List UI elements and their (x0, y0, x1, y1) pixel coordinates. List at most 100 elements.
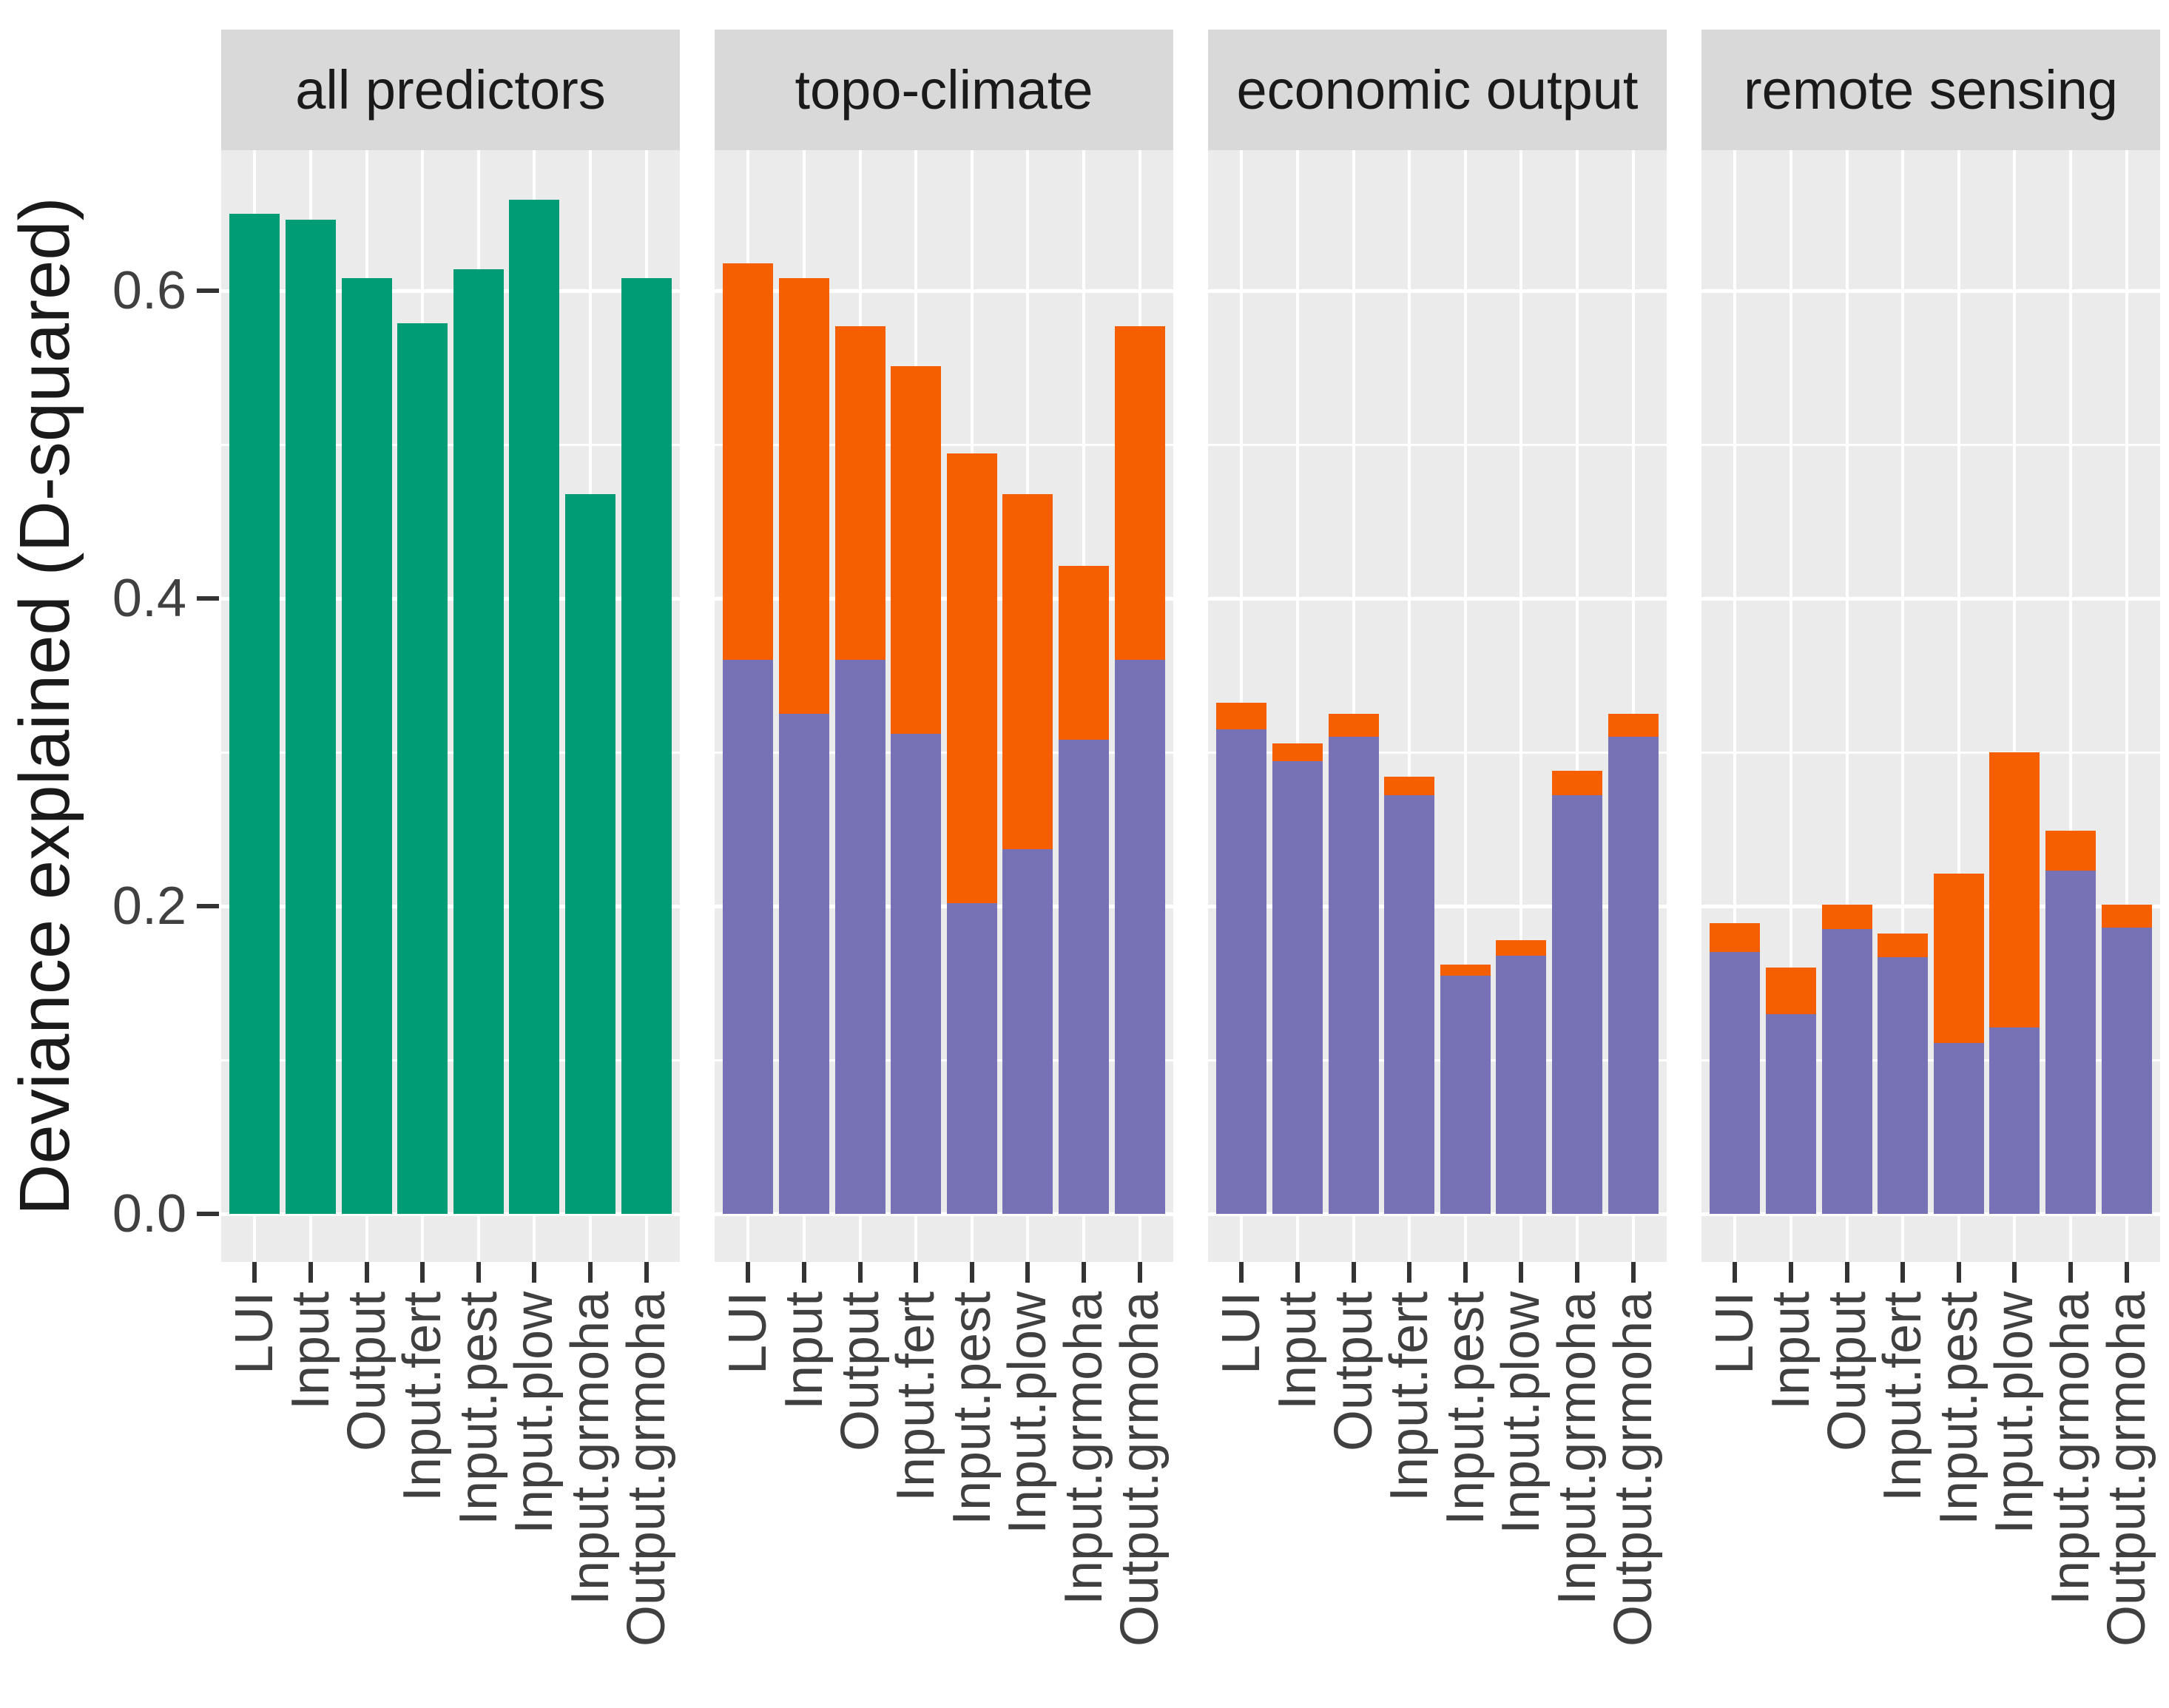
x-tick-mark (801, 1262, 806, 1283)
minor-gridline (221, 751, 680, 754)
x-category-label: Input (280, 1292, 340, 1411)
x-category-label: Input.pest (1929, 1292, 1988, 1526)
major-gridline (1701, 1212, 2160, 1216)
vertical-gridline (1576, 150, 1579, 1262)
bar-Input.pest-base (946, 902, 997, 1214)
vertical-gridline (2069, 150, 2073, 1262)
x-category-label: Input.plow (998, 1292, 1058, 1535)
bar-Input.pest-base (1440, 975, 1491, 1214)
bar-LUI-all predictors (229, 214, 280, 1214)
minor-gridline (221, 443, 680, 446)
x-tick-mark (476, 1262, 481, 1283)
bar-Input.plow-base (1496, 955, 1547, 1214)
vertical-gridline (1408, 150, 1411, 1262)
x-category-label: Input.grmoha (2041, 1292, 2101, 1606)
x-tick-mark (420, 1262, 425, 1283)
bar-Input.fert-additional (1384, 777, 1435, 796)
x-tick-mark (914, 1262, 919, 1283)
x-tick-mark (1788, 1262, 1793, 1283)
bar-LUI-base (1710, 952, 1761, 1214)
x-category-label: Output.grmoha (2097, 1292, 2156, 1647)
x-category-label: Output (337, 1292, 397, 1452)
y-tick-mark (197, 596, 219, 601)
vertical-gridline (1789, 150, 1792, 1262)
bar-Input-base (778, 714, 829, 1214)
x-category-label: Input.fert (393, 1292, 453, 1502)
bar-Output.grmoha-all predictors (621, 278, 672, 1214)
bar-Input.plow-additional (1989, 752, 2040, 1028)
bar-Output.grmoha-base (1114, 660, 1165, 1214)
facet-remote-sensing: remote sensing (1701, 0, 2160, 1708)
x-tick-mark (252, 1262, 257, 1283)
x-category-label: Input.pest (448, 1292, 508, 1526)
bar-Output-all predictors (341, 278, 392, 1214)
x-category-label: Input.grmoha (1054, 1292, 1114, 1606)
bar-Input.fert-base (1384, 795, 1435, 1214)
vertical-gridline (1295, 150, 1299, 1262)
major-gridline (715, 904, 1173, 908)
bar-Output-additional (1821, 904, 1872, 930)
x-tick-mark (1407, 1262, 1412, 1283)
minor-gridline (1701, 443, 2160, 446)
bar-Input.fert-all predictors (397, 323, 448, 1214)
y-tick-mark (197, 1212, 219, 1216)
x-category-label: Input (774, 1292, 834, 1411)
y-tick-mark (197, 904, 219, 908)
facet-strip-label: topo-climate (715, 30, 1173, 150)
major-gridline (221, 1212, 680, 1216)
minor-gridline (715, 751, 1173, 754)
minor-gridline (1208, 1059, 1667, 1061)
bar-LUI-base (1216, 729, 1267, 1214)
vertical-gridline (1845, 150, 1849, 1262)
bar-Input.grmoha-base (2045, 871, 2097, 1214)
x-category-label: Output (1323, 1292, 1383, 1452)
vertical-gridline (1901, 150, 1905, 1262)
bar-Input-additional (1765, 968, 1816, 1014)
major-gridline (715, 1212, 1173, 1216)
facet-strip-label: economic output (1208, 30, 1667, 150)
bar-Input.plow-base (1002, 849, 1053, 1214)
x-tick-mark (1844, 1262, 1849, 1283)
major-gridline (715, 596, 1173, 601)
x-tick-mark (364, 1262, 369, 1283)
x-category-label: Output.grmoha (1603, 1292, 1663, 1647)
x-category-label: LUI (1212, 1292, 1272, 1375)
bar-Input.grmoha-all predictors (565, 493, 616, 1214)
x-category-label: Input.fert (1380, 1292, 1440, 1502)
minor-gridline (1208, 751, 1667, 754)
vertical-gridline (1631, 150, 1635, 1262)
bar-Input.plow-additional (1002, 493, 1053, 850)
bar-Output-additional (1328, 714, 1379, 737)
minor-gridline (715, 1059, 1173, 1061)
x-category-label: Output.grmoha (616, 1292, 676, 1647)
major-gridline (1208, 288, 1667, 293)
vertical-gridline (2013, 150, 2017, 1262)
x-category-label: LUI (225, 1292, 285, 1375)
bar-Output-base (1821, 929, 1872, 1214)
bar-LUI-base (723, 660, 774, 1214)
major-gridline (1701, 904, 2160, 908)
x-category-label: LUI (718, 1292, 778, 1375)
vertical-gridline (1733, 150, 1737, 1262)
x-category-label: Input.fert (886, 1292, 946, 1502)
vertical-gridline (2125, 150, 2128, 1262)
y-tick-mark (197, 288, 219, 293)
x-tick-mark (1630, 1262, 1636, 1283)
facet-economic-output: economic output (1208, 0, 1667, 1708)
bar-Input-base (1765, 1013, 1816, 1214)
minor-gridline (715, 443, 1173, 446)
major-gridline (1701, 596, 2160, 601)
x-tick-mark (1519, 1262, 1524, 1283)
bar-Input.grmoha-additional (1059, 566, 1110, 740)
x-tick-mark (588, 1262, 593, 1283)
bar-Input.plow-base (1989, 1027, 2040, 1214)
x-tick-mark (1239, 1262, 1244, 1283)
bar-Input.fert-base (891, 734, 942, 1214)
x-category-label: LUI (1705, 1292, 1765, 1375)
major-gridline (221, 904, 680, 908)
bar-Output.grmoha-base (1608, 737, 1659, 1214)
x-category-label: Input.plow (1491, 1292, 1551, 1535)
facet-all-predictors: all predictors (221, 0, 680, 1708)
x-tick-mark (1137, 1262, 1142, 1283)
